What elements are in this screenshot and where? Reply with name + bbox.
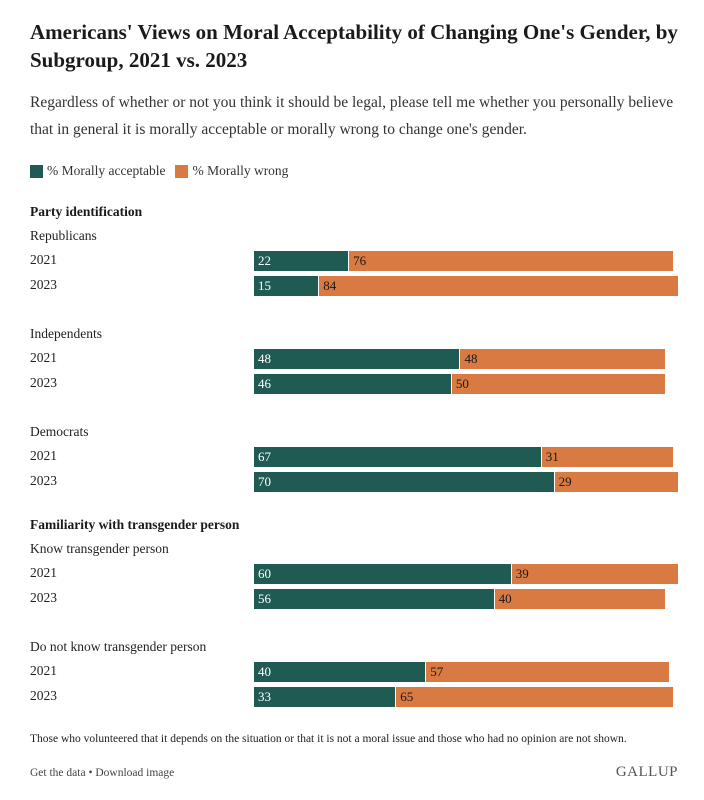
bar-morally-acceptable: 40 bbox=[254, 662, 426, 682]
footer-links: Get the data • Download image bbox=[30, 767, 174, 779]
legend: % Morally acceptable % Morally wrong bbox=[30, 162, 298, 180]
chart-note: Those who volunteered that it depends on… bbox=[30, 733, 627, 745]
bar-morally-acceptable: 60 bbox=[254, 564, 511, 584]
subgroup-label: Independents bbox=[30, 326, 102, 341]
download-image-link[interactable]: Download image bbox=[95, 767, 175, 779]
legend-label-acceptable: % Morally acceptable bbox=[47, 163, 166, 178]
year-label: 2023 bbox=[30, 688, 57, 703]
bar-value-label: 22 bbox=[258, 253, 271, 268]
bar-value-label: 70 bbox=[258, 474, 271, 489]
bar-value-label: 46 bbox=[258, 376, 271, 391]
bar-value-label: 39 bbox=[515, 566, 529, 581]
legend-item-wrong: % Morally wrong bbox=[175, 163, 288, 179]
subgroup-label: Do not know transgender person bbox=[30, 639, 207, 654]
bar-morally-wrong: 84 bbox=[318, 276, 678, 296]
chart-title: Americans' Views on Moral Acceptability … bbox=[30, 20, 678, 72]
group-header: Party identification bbox=[30, 204, 143, 219]
bar-value-label: 56 bbox=[258, 591, 271, 606]
bar-morally-wrong: 29 bbox=[553, 472, 678, 492]
bar-morally-acceptable: 48 bbox=[254, 349, 460, 369]
subgroup-label: Democrats bbox=[30, 424, 89, 439]
footer-separator: • bbox=[88, 767, 93, 779]
bar-morally-wrong: 65 bbox=[395, 687, 674, 707]
subgroup-label: Know transgender person bbox=[30, 541, 169, 556]
year-label: 2021 bbox=[30, 663, 57, 678]
bar-morally-acceptable: 15 bbox=[254, 276, 319, 296]
bar-value-label: 48 bbox=[464, 351, 478, 366]
legend-item-acceptable: % Morally acceptable bbox=[30, 163, 165, 179]
year-label: 2021 bbox=[30, 252, 57, 267]
bar-value-label: 29 bbox=[558, 474, 572, 489]
year-label: 2021 bbox=[30, 350, 57, 365]
bar-morally-wrong: 39 bbox=[510, 564, 678, 584]
bar-value-label: 65 bbox=[400, 689, 414, 704]
bar-morally-wrong: 57 bbox=[425, 662, 670, 682]
bar-morally-acceptable: 33 bbox=[254, 687, 396, 707]
bar-value-label: 50 bbox=[455, 376, 469, 391]
bar-morally-acceptable: 67 bbox=[254, 447, 541, 467]
bar-value-label: 60 bbox=[258, 566, 271, 581]
bar-morally-acceptable: 56 bbox=[254, 589, 494, 609]
chart-subtitle: Regardless of whether or not you think i… bbox=[30, 94, 674, 138]
bar-morally-acceptable: 70 bbox=[254, 472, 554, 492]
subgroup-label: Republicans bbox=[30, 228, 97, 243]
bar-morally-wrong: 40 bbox=[493, 589, 665, 609]
bar-value-label: 15 bbox=[258, 278, 271, 293]
bar-morally-wrong: 31 bbox=[540, 447, 674, 467]
bar-value-label: 57 bbox=[430, 664, 444, 679]
bar-morally-wrong: 48 bbox=[459, 349, 665, 369]
legend-swatch-wrong bbox=[175, 164, 189, 178]
group-header: Familiarity with transgender person bbox=[30, 517, 240, 532]
year-label: 2023 bbox=[30, 375, 57, 390]
brand-logo: GALLUP bbox=[615, 764, 678, 780]
bar-morally-wrong: 76 bbox=[348, 251, 674, 271]
bar-value-label: 31 bbox=[545, 449, 559, 464]
bar-morally-acceptable: 22 bbox=[254, 251, 349, 271]
bar-morally-acceptable: 46 bbox=[254, 374, 451, 394]
get-data-link[interactable]: Get the data bbox=[30, 767, 86, 779]
bar-value-label: 40 bbox=[498, 591, 512, 606]
bar-value-label: 84 bbox=[323, 278, 337, 293]
year-label: 2021 bbox=[30, 565, 57, 580]
legend-swatch-acceptable bbox=[30, 164, 43, 178]
bar-morally-wrong: 50 bbox=[450, 374, 665, 394]
year-label: 2023 bbox=[30, 473, 57, 488]
year-label: 2021 bbox=[30, 448, 57, 463]
bar-value-label: 33 bbox=[258, 689, 271, 704]
year-label: 2023 bbox=[30, 277, 57, 292]
bar-value-label: 40 bbox=[258, 664, 271, 679]
bar-value-label: 67 bbox=[258, 449, 271, 464]
bar-value-label: 76 bbox=[353, 253, 367, 268]
bar-value-label: 48 bbox=[258, 351, 271, 366]
year-label: 2023 bbox=[30, 590, 57, 605]
legend-label-wrong: % Morally wrong bbox=[192, 163, 289, 178]
